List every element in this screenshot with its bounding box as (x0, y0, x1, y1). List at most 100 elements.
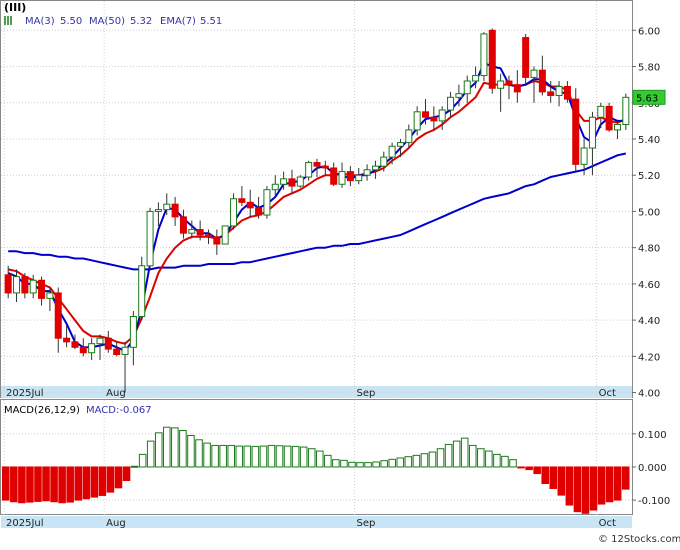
candle-body (313, 162, 321, 167)
candle-body (363, 169, 371, 176)
candle (538, 55, 546, 96)
candle-body (171, 203, 179, 218)
macd-bar (589, 466, 598, 511)
candle (29, 274, 37, 299)
macd-bar (195, 439, 203, 468)
macd-bar (203, 442, 211, 468)
candle-body (538, 69, 546, 93)
candle (179, 209, 187, 239)
candle-body (480, 33, 488, 77)
macd-bar (340, 459, 348, 468)
price-tick-label: 5.40 (638, 135, 660, 146)
candle (363, 164, 371, 181)
macd-bar (283, 445, 292, 468)
candle (572, 88, 580, 172)
candle-body (547, 91, 555, 97)
candle-body (321, 165, 329, 169)
candle-body (605, 105, 613, 131)
macd-tick-label: 0.100 (638, 430, 667, 441)
macd-tick-label: -0.100 (638, 496, 670, 507)
candle-body (38, 279, 46, 299)
candle (346, 166, 354, 187)
macd-bar (597, 466, 606, 505)
macd-bar (573, 466, 582, 513)
candle-body (580, 147, 588, 165)
ticker-title: (III) (4, 1, 26, 14)
candle-body (355, 174, 363, 182)
candle (154, 202, 162, 226)
macd-bar (605, 466, 614, 503)
macd-bar (82, 466, 91, 500)
macd-bar (171, 427, 179, 468)
macd-bar (251, 445, 260, 468)
candle (580, 138, 588, 176)
candle (497, 73, 505, 112)
candle-body (438, 109, 446, 122)
price-date-bar (1, 386, 632, 398)
macd-bar (460, 437, 469, 468)
macd-bar (130, 465, 139, 468)
macd-bar (388, 458, 397, 468)
candle-body (572, 98, 580, 165)
candle-body (255, 207, 263, 216)
candle-body (563, 85, 571, 100)
macd-bar (621, 466, 630, 490)
macd-bar (565, 466, 574, 506)
macd-bar (557, 466, 566, 496)
macd-bar (332, 459, 340, 468)
candle (530, 66, 538, 103)
candle (288, 169, 296, 194)
candle (313, 158, 321, 178)
last-price-text: 5.63 (636, 93, 658, 104)
macd-bar (324, 454, 332, 468)
last-price-badge (632, 89, 666, 105)
candle (88, 338, 96, 360)
macd-x-tick-label: Sep (357, 518, 376, 529)
candle-body (513, 84, 521, 93)
macd-bar (163, 426, 171, 468)
candle (121, 341, 129, 393)
candle-body (488, 29, 496, 89)
macd-bar (493, 453, 501, 468)
candle (255, 196, 263, 219)
candle (163, 193, 171, 216)
candle (338, 162, 346, 188)
price-tick-label: 4.20 (638, 352, 660, 363)
candle-body (622, 96, 630, 125)
candle (21, 273, 29, 299)
candle-body (21, 276, 29, 294)
macd-bar (10, 466, 18, 503)
candle (71, 334, 79, 350)
macd-x-tick-label: Oct (599, 518, 616, 529)
candle (597, 102, 605, 129)
macd-bar (235, 445, 244, 468)
macd-title: MACD(26,12,9) (4, 405, 80, 416)
candle (430, 106, 438, 130)
macd-bar (299, 446, 308, 468)
candle (79, 338, 87, 357)
candle-body (246, 201, 254, 209)
candle (447, 91, 455, 118)
macd-x-tick-label: 2025Jul (6, 518, 44, 529)
candle-body (104, 337, 112, 350)
candle-body (154, 209, 162, 212)
candle-body (13, 276, 21, 294)
macd-bar (444, 443, 453, 468)
macd-bar (396, 457, 405, 468)
macd-bar (380, 460, 388, 468)
candle (622, 93, 630, 130)
candle-body (430, 116, 438, 122)
macd-bar (436, 448, 445, 468)
candle (330, 162, 338, 187)
macd-bar (187, 434, 195, 468)
candle (463, 75, 471, 103)
price-x-tick-label: 2025Jul (6, 388, 44, 399)
candle-body (522, 37, 530, 78)
candle (146, 207, 154, 270)
candle-body (129, 315, 137, 348)
macd-bar (267, 444, 276, 468)
candle (321, 160, 329, 176)
candle-body (79, 346, 87, 354)
